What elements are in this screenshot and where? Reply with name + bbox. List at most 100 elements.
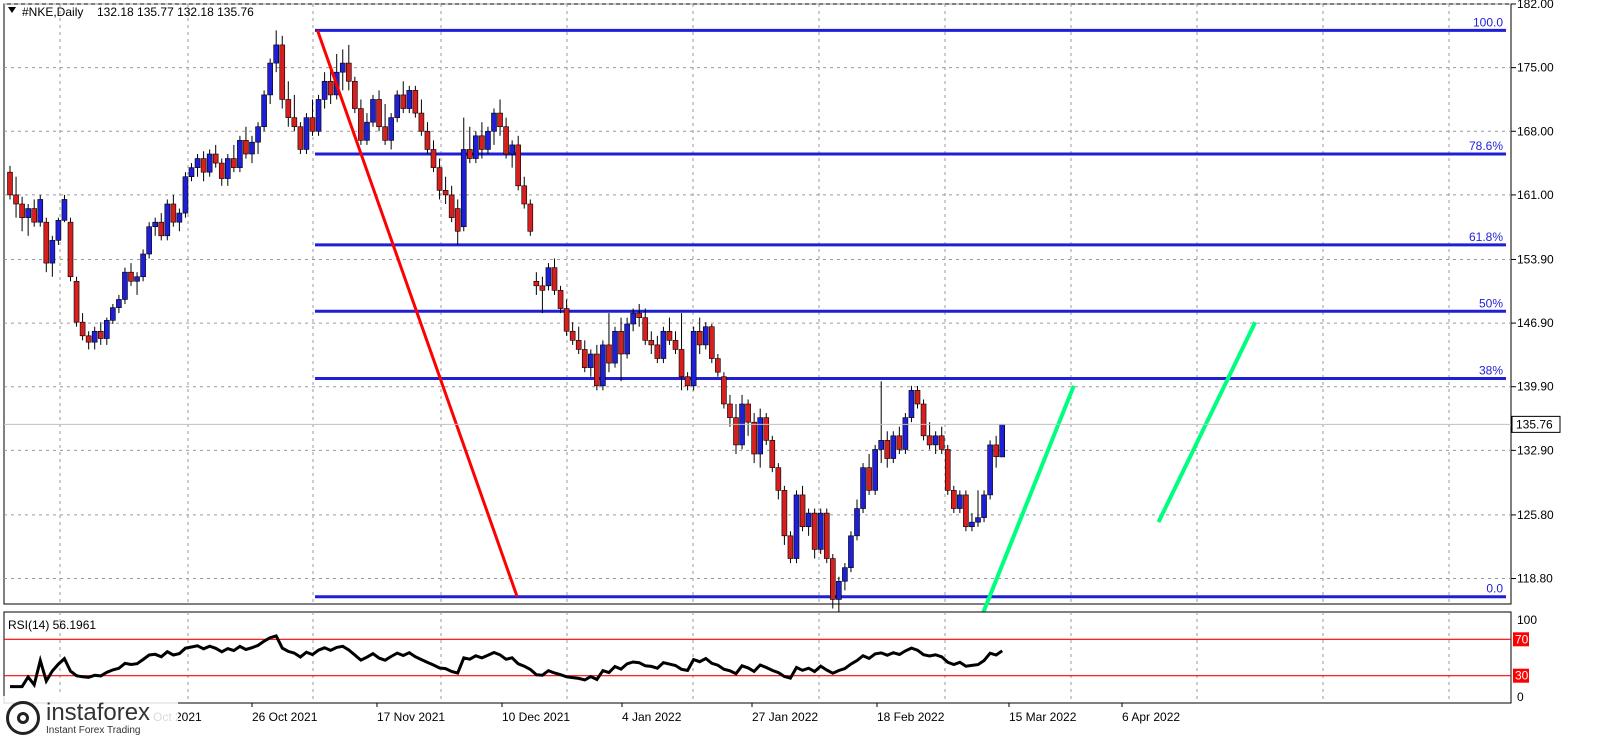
candle-body [291, 117, 298, 128]
price-panel [3, 3, 1512, 605]
candle-body [793, 494, 800, 559]
candle-body [612, 330, 618, 364]
time-tick-label: 4 Jan 2022 [622, 710, 682, 724]
candle [309, 99, 316, 136]
candle [563, 299, 570, 336]
fibonacci-levels: 100.0 78.6% 61.8% 50% 38% 0.0 [315, 15, 1506, 599]
candle [491, 108, 497, 145]
rsi-level-label: 70 [1515, 632, 1529, 646]
candle-body [49, 240, 56, 264]
candle [672, 331, 679, 354]
candle-body [563, 308, 570, 332]
candle [557, 285, 564, 314]
current-price-label: 135.76 [1516, 417, 1553, 431]
candle-body [491, 112, 497, 132]
candle-body [914, 390, 921, 405]
candle-body [618, 330, 624, 355]
time-tick-label: 17 Nov 2021 [377, 710, 445, 724]
candle-body [557, 290, 564, 309]
candle-body [515, 144, 522, 187]
candle [836, 576, 842, 614]
candle-body [339, 62, 346, 73]
candle [140, 249, 146, 282]
candle [969, 513, 975, 532]
candle [43, 217, 50, 273]
candle [515, 135, 522, 191]
candle [315, 94, 322, 136]
time-tick-label: 26 Oct 2021 [252, 710, 318, 724]
candle-body [817, 512, 824, 550]
candle-body [182, 176, 189, 214]
candle [430, 140, 437, 173]
candle [938, 426, 945, 454]
candle [267, 58, 273, 104]
ohlc-values: 132.18 135.77 132.18 135.76 [97, 5, 254, 19]
candle [866, 454, 872, 495]
candle-body [823, 512, 830, 559]
candle-body [388, 117, 394, 141]
candle [757, 408, 764, 468]
price-tick-label: 153.90 [1517, 252, 1554, 266]
candle-body [406, 90, 413, 109]
candle-body [134, 276, 140, 282]
candle [805, 508, 812, 536]
candle [297, 122, 304, 154]
candle [963, 490, 969, 532]
candle [926, 422, 933, 450]
candle [128, 263, 134, 286]
candle [745, 399, 751, 436]
candle [352, 76, 358, 114]
candle [182, 172, 189, 218]
candle [327, 67, 334, 104]
candle-body [170, 203, 177, 223]
rsi-panel [3, 611, 1512, 704]
candle [630, 308, 636, 332]
candle-body [503, 126, 509, 155]
candle [733, 404, 739, 454]
candle [539, 276, 546, 314]
candle-body [890, 435, 897, 459]
candle-body [872, 449, 878, 491]
candle [612, 326, 618, 368]
candle-body [969, 521, 975, 528]
candle [406, 85, 413, 114]
candle [678, 313, 685, 391]
candle-body [745, 403, 751, 423]
candle [957, 490, 963, 514]
candle [727, 394, 733, 427]
candle [823, 508, 830, 564]
time-tick-label: 27 Jan 2022 [752, 710, 818, 724]
candle-body [799, 494, 806, 528]
candle [382, 104, 388, 145]
candle [769, 435, 776, 473]
candle [285, 81, 292, 127]
candle [466, 126, 473, 164]
candle-body [303, 117, 310, 150]
candle [890, 431, 897, 464]
candle-body [527, 203, 534, 232]
candle-body [273, 44, 280, 64]
candle-body [255, 126, 261, 143]
candle-body [249, 141, 255, 155]
time-tick-label: 10 Dec 2021 [502, 710, 570, 724]
candle [902, 413, 909, 454]
triangle-down-icon[interactable] [8, 7, 16, 13]
trend-line-down [316, 29, 519, 598]
candle [206, 149, 213, 177]
candle [218, 158, 225, 186]
candle-body [448, 194, 455, 218]
candle-body [944, 449, 951, 491]
candle [551, 258, 558, 295]
candle [110, 304, 116, 324]
rsi-axis: 100 0 [1517, 613, 1537, 704]
candle [146, 222, 152, 259]
candle-body [690, 330, 697, 387]
candle [279, 35, 286, 109]
candle-body [13, 194, 19, 205]
candle [188, 163, 195, 182]
candle [799, 485, 806, 532]
candle-body [993, 444, 999, 458]
candle-body [454, 208, 461, 232]
fib-level-label: 61.8% [1469, 230, 1503, 244]
